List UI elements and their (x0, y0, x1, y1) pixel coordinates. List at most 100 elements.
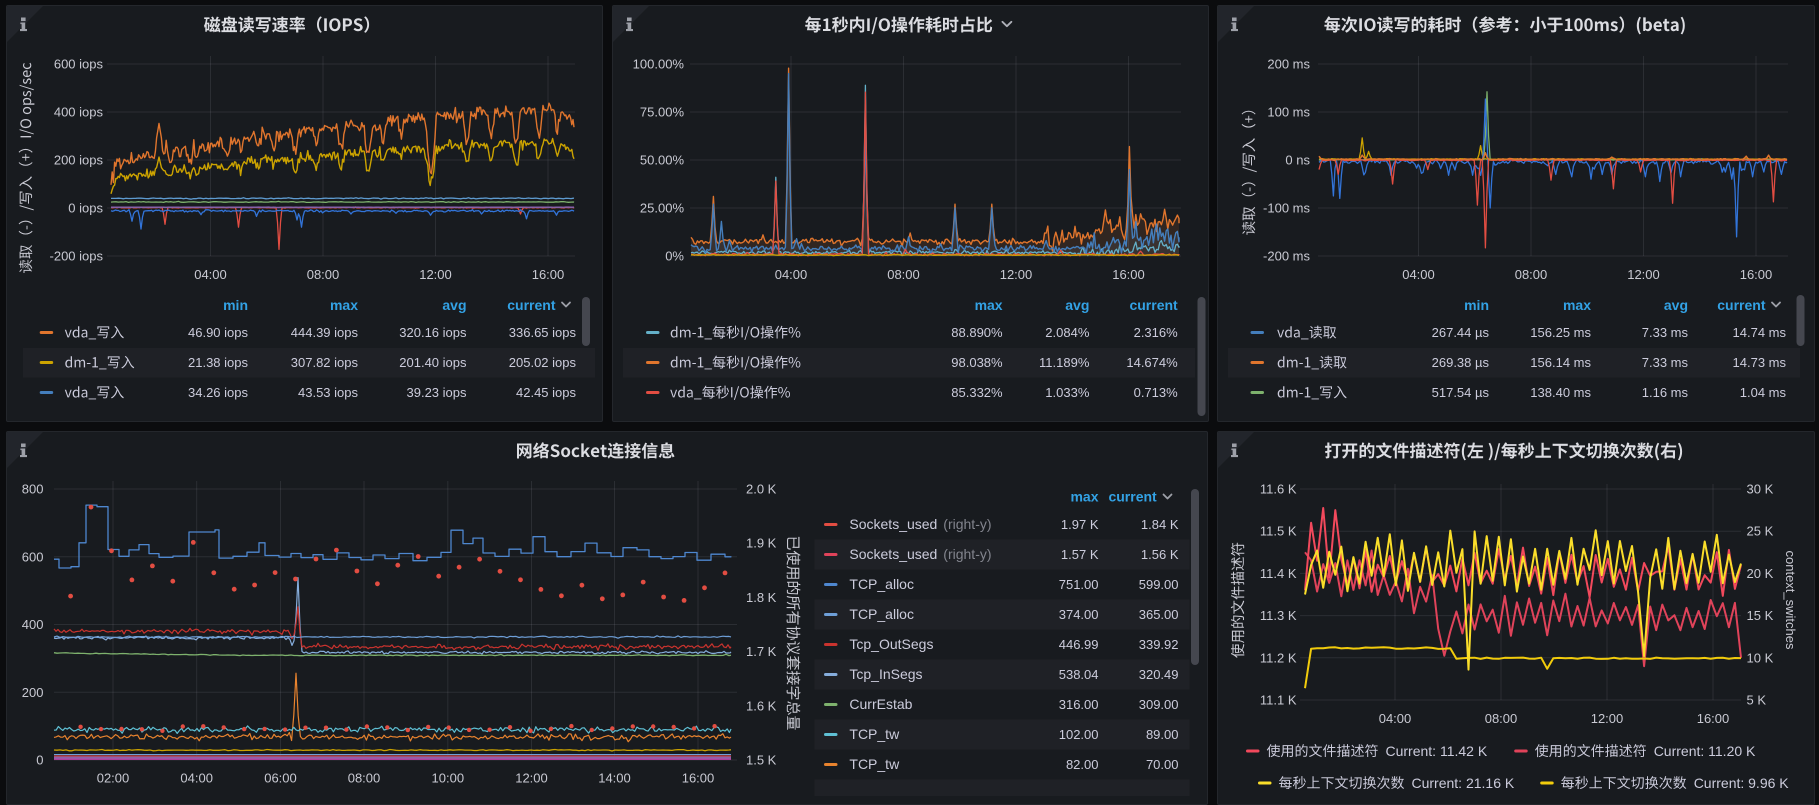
svg-text:16:00: 16:00 (1740, 267, 1773, 282)
svg-text:16:00: 16:00 (1112, 267, 1145, 282)
svg-text:39.23 iops: 39.23 iops (407, 385, 467, 400)
svg-text:04:00: 04:00 (180, 771, 213, 786)
svg-text:12:00: 12:00 (1000, 267, 1033, 282)
svg-text:08:00: 08:00 (1485, 711, 1518, 726)
svg-text:08:00: 08:00 (348, 771, 381, 786)
svg-text:04:00: 04:00 (194, 267, 227, 282)
svg-text:current: current (1129, 297, 1178, 313)
svg-text:04:00: 04:00 (1379, 711, 1412, 726)
svg-text:200 ms: 200 ms (1267, 57, 1310, 72)
svg-text:307.82 iops: 307.82 iops (291, 355, 359, 370)
svg-text:-200 ms: -200 ms (1263, 249, 1310, 264)
svg-text:20 K: 20 K (1747, 566, 1774, 581)
svg-text:1.6 K: 1.6 K (746, 698, 777, 713)
svg-text:04:00: 04:00 (775, 267, 808, 282)
svg-text:Current: 21.16 K: Current: 21.16 K (1412, 775, 1515, 791)
svg-text:avg: avg (442, 297, 466, 313)
svg-text:04:00: 04:00 (1402, 267, 1435, 282)
svg-text:16:00: 16:00 (532, 267, 565, 282)
svg-text:538.04: 538.04 (1059, 667, 1099, 682)
svg-text:min: min (223, 297, 248, 313)
svg-text:30 K: 30 K (1747, 482, 1774, 497)
svg-text:600 iops: 600 iops (54, 57, 104, 72)
svg-text:1.5 K: 1.5 K (746, 753, 777, 768)
svg-text:43.53 iops: 43.53 iops (298, 385, 358, 400)
svg-text:98.038%: 98.038% (951, 355, 1003, 370)
svg-text:25.00%: 25.00% (640, 201, 685, 216)
svg-text:339.92: 339.92 (1139, 637, 1179, 652)
svg-text:12:00: 12:00 (515, 771, 548, 786)
svg-text:current: current (507, 297, 556, 313)
svg-text:(right-y): (right-y) (943, 516, 991, 532)
svg-text:12:00: 12:00 (419, 267, 452, 282)
svg-text:02:00: 02:00 (97, 771, 130, 786)
svg-text:1.56 K: 1.56 K (1141, 547, 1179, 562)
svg-text:15 K: 15 K (1747, 608, 1774, 623)
svg-text:42.45 iops: 42.45 iops (516, 385, 576, 400)
svg-text:11.2 K: 11.2 K (1260, 650, 1297, 665)
svg-text:-200 iops: -200 iops (50, 249, 104, 264)
svg-text:751.00: 751.00 (1059, 577, 1099, 592)
svg-text:200 iops: 200 iops (54, 153, 104, 168)
svg-text:269.38 µs: 269.38 µs (1432, 355, 1490, 370)
svg-text:-100 ms: -100 ms (1263, 201, 1310, 216)
svg-text:100.00%: 100.00% (633, 57, 685, 72)
svg-text:max: max (1563, 297, 1591, 313)
svg-text:102.00: 102.00 (1059, 727, 1099, 742)
svg-text:current: current (1717, 297, 1766, 313)
svg-text:316.00: 316.00 (1059, 697, 1099, 712)
svg-text:156.14 ms: 156.14 ms (1530, 355, 1591, 370)
svg-text:21.38 iops: 21.38 iops (188, 355, 248, 370)
svg-text:14:00: 14:00 (598, 771, 631, 786)
svg-text:7.33 ms: 7.33 ms (1642, 325, 1689, 340)
svg-text:avg: avg (1664, 297, 1688, 313)
svg-text:82.00: 82.00 (1066, 757, 1099, 772)
svg-text:267.44 µs: 267.44 µs (1432, 325, 1490, 340)
svg-text:11.4 K: 11.4 K (1260, 566, 1297, 581)
svg-text:1.8 K: 1.8 K (746, 590, 777, 605)
svg-text:400 iops: 400 iops (54, 105, 104, 120)
svg-text:34.26 iops: 34.26 iops (188, 385, 248, 400)
svg-text:10 K: 10 K (1747, 650, 1774, 665)
svg-text:89.00: 89.00 (1146, 727, 1179, 742)
svg-text:1.7 K: 1.7 K (746, 644, 777, 659)
svg-text:11.1 K: 11.1 K (1260, 693, 1297, 708)
svg-text:TCP_tw: TCP_tw (849, 726, 900, 742)
svg-text:7.33 ms: 7.33 ms (1642, 355, 1689, 370)
svg-text:25 K: 25 K (1747, 524, 1774, 539)
svg-text:1.9 K: 1.9 K (746, 536, 777, 551)
svg-text:TCP_alloc: TCP_alloc (849, 576, 914, 592)
svg-text:0: 0 (36, 753, 43, 768)
svg-text:Sockets_used: Sockets_used (849, 546, 937, 562)
svg-text:75.00%: 75.00% (640, 105, 685, 120)
svg-text:12:00: 12:00 (1627, 267, 1660, 282)
svg-text:0.713%: 0.713% (1134, 385, 1179, 400)
svg-text:599.00: 599.00 (1139, 577, 1179, 592)
svg-text:365.00: 365.00 (1139, 607, 1179, 622)
svg-text:205.02 iops: 205.02 iops (509, 355, 577, 370)
svg-text:avg: avg (1065, 297, 1089, 313)
svg-text:TCP_alloc: TCP_alloc (849, 606, 914, 622)
svg-text:Tcp_OutSegs: Tcp_OutSegs (849, 636, 933, 652)
svg-text:800: 800 (22, 482, 44, 497)
svg-text:1.57 K: 1.57 K (1061, 547, 1099, 562)
svg-text:100 ms: 100 ms (1267, 105, 1310, 120)
svg-text:08:00: 08:00 (1515, 267, 1548, 282)
svg-text:max: max (330, 297, 358, 313)
svg-text:11.6 K: 11.6 K (1260, 482, 1297, 497)
svg-text:11.189%: 11.189% (1039, 355, 1090, 370)
svg-text:156.25 ms: 156.25 ms (1530, 325, 1591, 340)
svg-text:10:00: 10:00 (432, 771, 465, 786)
svg-text:517.54 µs: 517.54 µs (1432, 385, 1490, 400)
svg-text:0 ns: 0 ns (1285, 153, 1310, 168)
svg-text:11.5 K: 11.5 K (1260, 524, 1297, 539)
svg-text:06:00: 06:00 (264, 771, 297, 786)
svg-text:138.40 ms: 138.40 ms (1530, 385, 1591, 400)
svg-text:444.39 iops: 444.39 iops (291, 325, 359, 340)
svg-text:max: max (975, 297, 1003, 313)
svg-text:2.084%: 2.084% (1045, 325, 1090, 340)
svg-text:14.674%: 14.674% (1126, 355, 1178, 370)
svg-text:1.84 K: 1.84 K (1141, 517, 1179, 532)
svg-text:1.04 ms: 1.04 ms (1740, 385, 1787, 400)
svg-text:(right-y): (right-y) (943, 546, 991, 562)
